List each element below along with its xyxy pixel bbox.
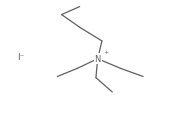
Text: +: + xyxy=(103,50,108,55)
Text: I⁻: I⁻ xyxy=(17,53,24,62)
Text: N: N xyxy=(94,55,101,64)
